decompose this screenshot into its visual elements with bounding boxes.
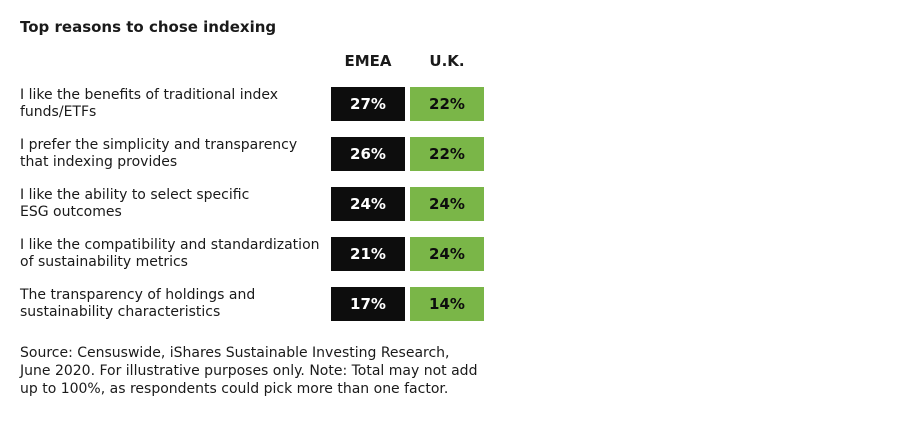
source-note: up to 100%, as respondents could pick mo…	[20, 381, 449, 397]
value-cell: 21%	[331, 237, 405, 271]
title: Top reasons to chose indexing	[20, 18, 277, 36]
row-label: funds/ETFs	[20, 104, 97, 120]
row-label: I like the ability to select specific	[20, 187, 250, 203]
value-cell: 14%	[410, 287, 484, 321]
value-cell: 24%	[331, 187, 405, 221]
value-cell: 27%	[331, 87, 405, 121]
value-cell: 22%	[410, 137, 484, 171]
source-note: June 2020. For illustrative purposes onl…	[20, 363, 478, 379]
row-label: sustainability characteristics	[20, 304, 221, 320]
row-label: ESG outcomes	[20, 204, 122, 220]
value-cell: 24%	[410, 237, 484, 271]
row-label: I like the benefits of traditional index	[20, 87, 279, 103]
row-label: The transparency of holdings and	[20, 287, 256, 303]
row-label: that indexing provides	[20, 154, 178, 170]
value-cell: 26%	[331, 137, 405, 171]
row-label: of sustainability metrics	[20, 254, 188, 270]
row-label: I prefer the simplicity and transparency	[20, 137, 298, 153]
source-note: Source: Censuswide, iShares Sustainable …	[20, 345, 450, 361]
column-header: EMEA	[344, 52, 392, 70]
row-label: I like the compatibility and standardiza…	[20, 237, 320, 253]
column-header: U.K.	[429, 52, 465, 70]
value-cell: 24%	[410, 187, 484, 221]
value-cell: 22%	[410, 87, 484, 121]
value-cell: 17%	[331, 287, 405, 321]
